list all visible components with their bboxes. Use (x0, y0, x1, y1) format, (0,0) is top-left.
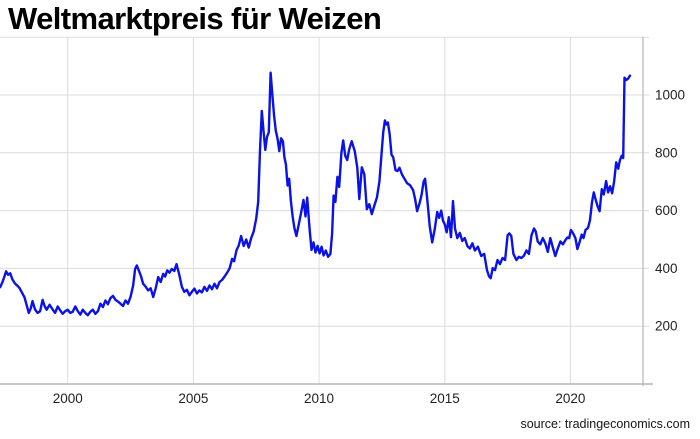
x-tick-label: 2020 (555, 391, 585, 406)
y-tick-label: 400 (655, 261, 678, 276)
source-attribution: source: tradingeconomics.com (520, 417, 690, 431)
y-tick-label: 600 (655, 203, 678, 218)
x-tick-label: 2000 (53, 391, 83, 406)
y-tick-label: 800 (655, 145, 678, 160)
y-tick-label: 200 (655, 319, 678, 334)
price-line (0, 71, 632, 317)
y-tick-label: 1000 (655, 88, 685, 103)
x-tick-label: 2015 (430, 391, 460, 406)
chart-title: Weltmarktpreis für Weizen (8, 1, 382, 36)
x-tick-label: 2005 (178, 391, 208, 406)
x-tick-label: 2010 (304, 391, 334, 406)
